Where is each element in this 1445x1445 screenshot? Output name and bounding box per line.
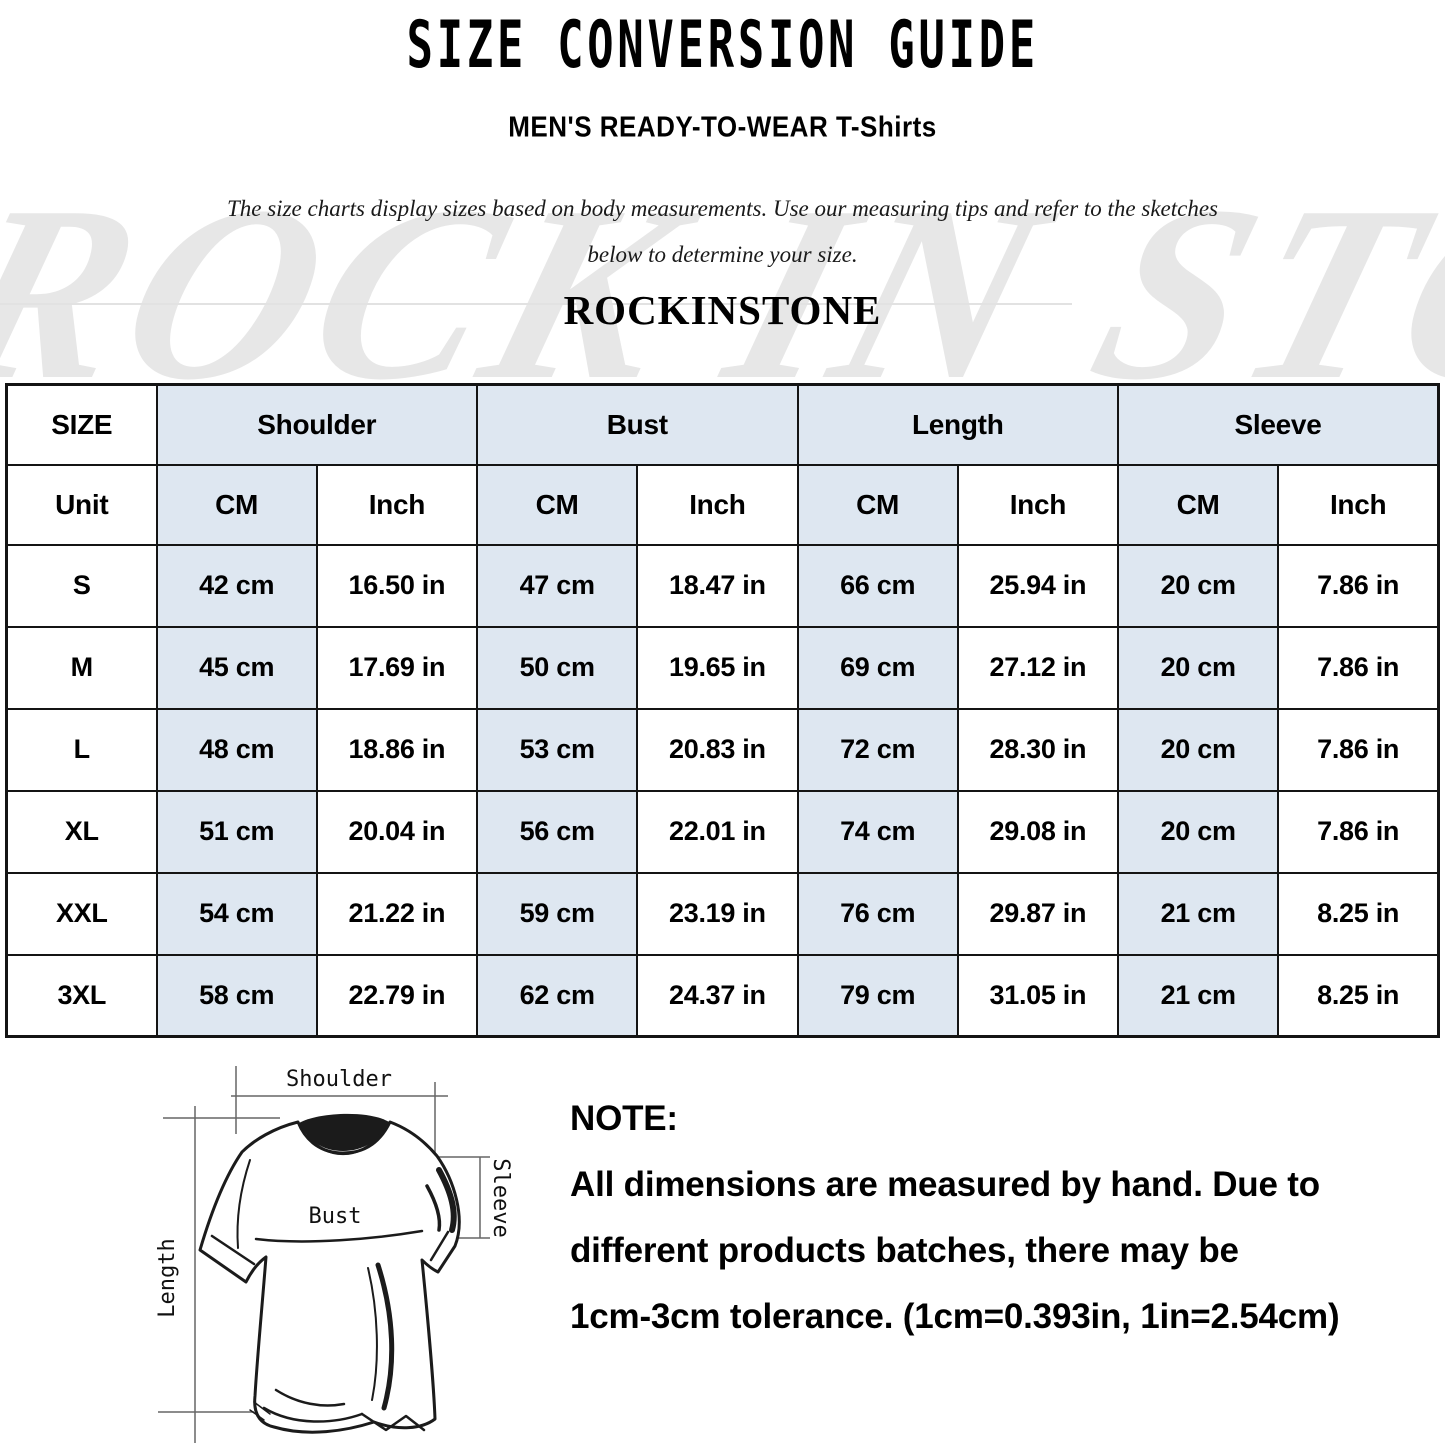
table-row-xxl: XXL 54 cm 21.22 in 59 cm 23.19 in 76 cm … [5, 871, 1440, 956]
table-cell: 59 cm [475, 871, 639, 956]
table-row-m: M 45 cm 17.69 in 50 cm 19.65 in 69 cm 27… [5, 625, 1440, 710]
table-row-l: L 48 cm 18.86 in 53 cm 20.83 in 72 cm 28… [5, 707, 1440, 792]
unit-cell-cm: CM [1116, 463, 1280, 546]
table-cell: 20 cm [1116, 625, 1280, 710]
table-cell: 20.04 in [315, 789, 479, 874]
group-header-shoulder: Shoulder [155, 383, 478, 466]
unit-cell-inch: Inch [956, 463, 1120, 546]
table-cell: 21 cm [1116, 953, 1280, 1038]
table-cell: 7.86 in [1277, 543, 1440, 628]
table-cell: 27.12 in [956, 625, 1120, 710]
unit-cell-inch: Inch [1277, 463, 1440, 546]
tshirt-sketch [198, 1113, 461, 1434]
note-section: NOTE: All dimensions are measured by han… [570, 1086, 1410, 1350]
group-header-sleeve: Sleeve [1117, 383, 1440, 466]
diagram-bust-label: Bust [309, 1204, 362, 1229]
table-cell: 23.19 in [636, 871, 799, 956]
table-cell: 17.69 in [315, 625, 479, 710]
unit-cell-inch: Inch [636, 463, 799, 546]
size-label: 3XL [5, 953, 158, 1038]
table-cell: 7.86 in [1277, 789, 1440, 874]
table-cell: 56 cm [475, 789, 639, 874]
table-cell: 18.47 in [636, 543, 799, 628]
description-line-2: below to determine your size. [587, 242, 858, 267]
unit-cell-inch: Inch [315, 463, 479, 546]
description: The size charts display sizes based on b… [0, 186, 1445, 278]
decorative-line [0, 303, 1072, 305]
table-cell: 66 cm [796, 543, 959, 628]
neck-opening [299, 1113, 389, 1151]
table-cell: 8.25 in [1277, 953, 1440, 1038]
diagram-length-label: Length [155, 1238, 180, 1317]
table-cell: 8.25 in [1277, 871, 1440, 956]
table-cell: 22.01 in [636, 789, 799, 874]
tshirt-measurement-diagram: Shoulder Bust Length Sleeve [155, 1066, 513, 1443]
unit-header: Unit [5, 463, 158, 546]
table-cell: 45 cm [155, 625, 318, 710]
table-cell: 53 cm [475, 707, 639, 792]
table-cell: 25.94 in [956, 543, 1120, 628]
table-cell: 16.50 in [315, 543, 479, 628]
table-cell: 31.05 in [956, 953, 1120, 1038]
page-subtitle: MEN'S READY-TO-WEAR T-Shirts [0, 110, 1445, 143]
diagram-sleeve-label: Sleeve [488, 1158, 513, 1237]
size-label: S [5, 543, 158, 628]
group-header-bust: Bust [476, 383, 799, 466]
size-label: XXL [5, 871, 158, 956]
table-cell: 7.86 in [1277, 707, 1440, 792]
table-cell: 74 cm [796, 789, 959, 874]
table-cell: 79 cm [796, 953, 959, 1038]
table-cell: 47 cm [475, 543, 639, 628]
unit-cell-cm: CM [155, 463, 318, 546]
table-cell: 21 cm [1116, 871, 1280, 956]
table-unit-row: Unit CM Inch CM Inch CM Inch CM Inch [5, 463, 1440, 546]
table-cell: 21.22 in [315, 871, 479, 956]
table-cell: 22.79 in [315, 953, 479, 1038]
table-cell: 62 cm [475, 953, 639, 1038]
table-cell: 54 cm [155, 871, 318, 956]
table-cell: 76 cm [796, 871, 959, 956]
table-cell: 18.86 in [315, 707, 479, 792]
table-cell: 51 cm [155, 789, 318, 874]
table-cell: 19.65 in [636, 625, 799, 710]
page-subtitle-text: MEN'S READY-TO-WEAR T-Shirts [508, 110, 937, 143]
table-row-xl: XL 51 cm 20.04 in 56 cm 22.01 in 74 cm 2… [5, 789, 1440, 874]
page-title: SIZE CONVERSION GUIDE [0, 6, 1445, 83]
table-cell: 28.30 in [956, 707, 1120, 792]
table-group-header-row: SIZE Shoulder Bust Length Sleeve [5, 383, 1440, 466]
size-label: L [5, 707, 158, 792]
diagram-shoulder-label: Shoulder [286, 1067, 392, 1092]
group-header-length: Length [796, 383, 1119, 466]
table-cell: 20 cm [1116, 789, 1280, 874]
table-cell: 7.86 in [1277, 625, 1440, 710]
description-line-1: The size charts display sizes based on b… [226, 196, 1219, 221]
note-line-3: 1cm-3cm tolerance. (1cm=0.393in, 1in=2.5… [570, 1297, 1340, 1336]
size-column-header: SIZE [5, 383, 158, 466]
page-title-text: SIZE CONVERSION GUIDE [406, 6, 1039, 83]
table-cell: 20.83 in [636, 707, 799, 792]
table-cell: 58 cm [155, 953, 318, 1038]
table-cell: 72 cm [796, 707, 959, 792]
table-cell: 20 cm [1116, 707, 1280, 792]
table-row-s: S 42 cm 16.50 in 47 cm 18.47 in 66 cm 25… [5, 543, 1440, 628]
size-label: XL [5, 789, 158, 874]
table-cell: 20 cm [1116, 543, 1280, 628]
table-cell: 42 cm [155, 543, 318, 628]
table-cell: 69 cm [796, 625, 959, 710]
table-row-3xl: 3XL 58 cm 22.79 in 62 cm 24.37 in 79 cm … [5, 953, 1440, 1038]
note-line-1: All dimensions are measured by hand. Due… [570, 1165, 1320, 1204]
table-cell: 29.87 in [956, 871, 1120, 956]
note-heading: NOTE: [570, 1099, 678, 1138]
note-line-2: different products batches, there may be [570, 1231, 1239, 1270]
size-conversion-table: SIZE Shoulder Bust Length Sleeve Unit CM… [5, 383, 1440, 1038]
table-cell: 29.08 in [956, 789, 1120, 874]
table-cell: 48 cm [155, 707, 318, 792]
size-label: M [5, 625, 158, 710]
unit-cell-cm: CM [475, 463, 639, 546]
table-cell: 50 cm [475, 625, 639, 710]
unit-cell-cm: CM [796, 463, 959, 546]
brand-name: ROCKINSTONE [563, 287, 882, 333]
table-cell: 24.37 in [636, 953, 799, 1038]
